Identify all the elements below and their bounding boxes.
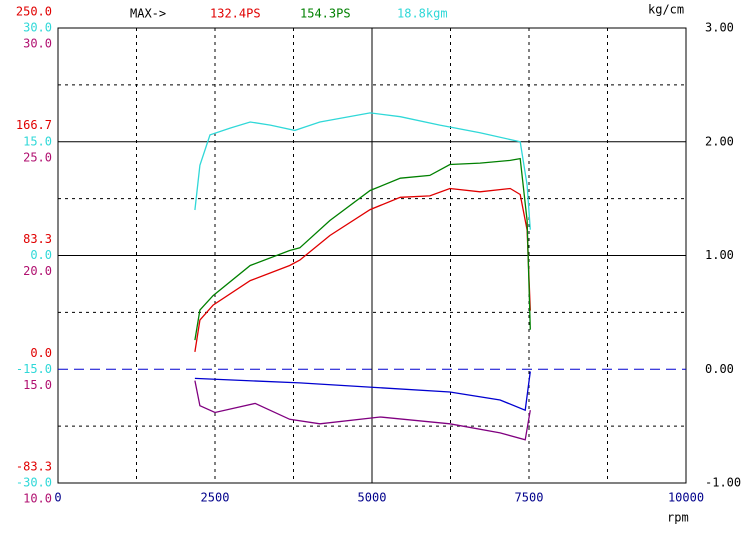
y-tick-label: 30.0: [23, 21, 52, 35]
y-tick-label: -30.0: [16, 476, 52, 490]
y-tick-label: 30.0: [23, 37, 52, 51]
y-tick-label: 250.0: [16, 5, 52, 19]
max-label: MAX->: [130, 7, 166, 21]
series-line: [194, 112, 531, 230]
y-tick-label: -15.0: [16, 362, 52, 376]
y-tick-label: 10.0: [23, 492, 52, 506]
y-tick-label: 166.7: [16, 118, 52, 132]
series-line: [194, 157, 531, 341]
x-tick-label: 5000: [358, 491, 387, 505]
y-tick-label: 83.3: [23, 232, 52, 246]
x-tick-label: 7500: [515, 491, 544, 505]
y-tick-label: 0.0: [30, 346, 52, 360]
y2-tick-label: -1.00: [705, 476, 741, 490]
y-tick-label: 25.0: [23, 150, 52, 164]
x-tick-label: 2500: [201, 491, 230, 505]
series-line: [194, 187, 531, 353]
y-tick-label: 15.0: [23, 378, 52, 392]
y2-tick-label: 3.00: [705, 21, 734, 35]
y-tick-label: 15.0: [23, 134, 52, 148]
x-tick-label: 0: [54, 491, 61, 505]
y2-tick-label: 2.00: [705, 134, 734, 148]
series-line: [194, 380, 531, 441]
legend-entry: 154.3PS: [300, 7, 351, 21]
x-unit: rpm: [667, 511, 689, 525]
y-tick-label: 20.0: [23, 264, 52, 278]
x-tick-label: 10000: [668, 491, 704, 505]
y2-tick-label: 0.00: [705, 362, 734, 376]
y-tick-label: -83.3: [16, 460, 52, 474]
series-line: [194, 371, 531, 412]
y2-unit: kg/cm: [648, 3, 684, 17]
legend-entry: 18.8kgm: [397, 7, 448, 21]
y2-tick-label: 1.00: [705, 248, 734, 262]
y-tick-label: 0.0: [30, 248, 52, 262]
legend-entry: 132.4PS: [210, 7, 261, 21]
